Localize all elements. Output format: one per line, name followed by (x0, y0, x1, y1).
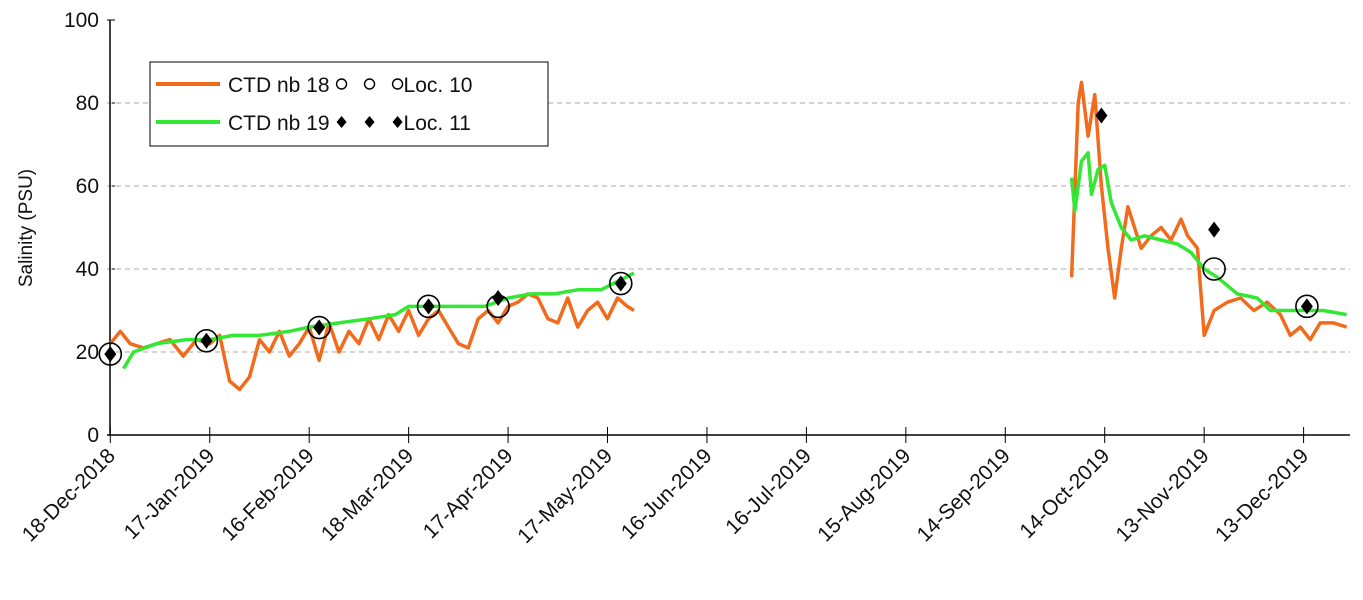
marker-circle (1202, 257, 1226, 281)
marker-circle (608, 271, 633, 296)
marker-diamond (313, 319, 326, 336)
legend-box (149, 61, 549, 147)
marker-circle (416, 294, 441, 319)
x-tick-label: 14-Sep-2019 (913, 444, 1015, 546)
legend-label: CTD nb 18 (228, 74, 330, 97)
marker-diamond (1300, 298, 1313, 315)
legend-marker (392, 116, 403, 128)
legend-marker (335, 78, 348, 90)
marker-diamond (1208, 221, 1221, 238)
marker-diamond (104, 346, 117, 363)
y-tick-label: 80 (76, 92, 99, 115)
x-tick-label: 16-Feb-2019 (217, 444, 318, 545)
x-tick-label: 16-Jul-2019 (721, 444, 816, 539)
y-tick-label: 0 (87, 424, 99, 447)
x-tick-label: 17-May-2019 (513, 444, 617, 548)
series-line (1069, 151, 1348, 317)
y-tick-label: 60 (76, 175, 99, 198)
marker-circle (194, 328, 219, 353)
y-axis-label: Salinity (PSU) (16, 169, 37, 287)
legend-label: Loc. 11 (404, 112, 471, 135)
marker-diamond (492, 290, 505, 307)
y-tick-label: 40 (76, 258, 99, 281)
legend-marker (336, 116, 347, 128)
marker-diamond (614, 275, 627, 292)
legend-label: CTD nb 19 (228, 112, 330, 135)
legend-marker (364, 116, 375, 128)
legend-label: Loc. 10 (404, 74, 473, 97)
y-tick-label: 100 (64, 9, 99, 32)
marker-diamond (422, 298, 435, 315)
marker-circle (98, 342, 123, 366)
marker-circle (1295, 294, 1319, 319)
x-tick-label: 17-Apr-2019 (419, 444, 518, 543)
marker-diamond (200, 332, 213, 349)
x-tick-label: 14-Oct-2019 (1015, 444, 1114, 543)
series-line (108, 292, 635, 392)
x-tick-label: 17-Jan-2019 (120, 444, 220, 544)
x-tick-label: 15-Aug-2019 (813, 444, 915, 546)
legend-marker (391, 78, 404, 90)
x-tick-label: 13-Dec-2019 (1211, 444, 1313, 546)
x-tick-label: 13-Nov-2019 (1112, 444, 1214, 546)
legend-marker (363, 78, 376, 90)
x-tick-label: 18-Mar-2019 (317, 444, 418, 545)
x-tick-label: 18-Dec-2018 (18, 444, 120, 546)
series-line (1069, 80, 1348, 342)
y-tick-label: 20 (76, 341, 99, 364)
marker-diamond (1095, 107, 1108, 124)
x-tick-label: 16-Jun-2019 (617, 444, 717, 544)
marker-circle (307, 315, 331, 340)
